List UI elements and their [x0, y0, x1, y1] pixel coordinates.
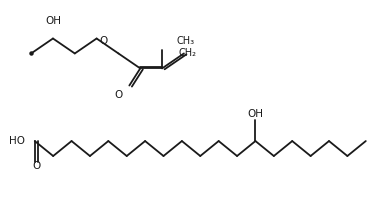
- Text: HO: HO: [9, 136, 25, 146]
- Text: OH: OH: [45, 16, 61, 26]
- Text: O: O: [114, 90, 123, 100]
- Text: CH₂: CH₂: [179, 48, 196, 58]
- Text: O: O: [100, 36, 108, 46]
- Text: O: O: [32, 161, 41, 171]
- Text: OH: OH: [247, 109, 263, 119]
- Text: CH₃: CH₃: [177, 36, 195, 46]
